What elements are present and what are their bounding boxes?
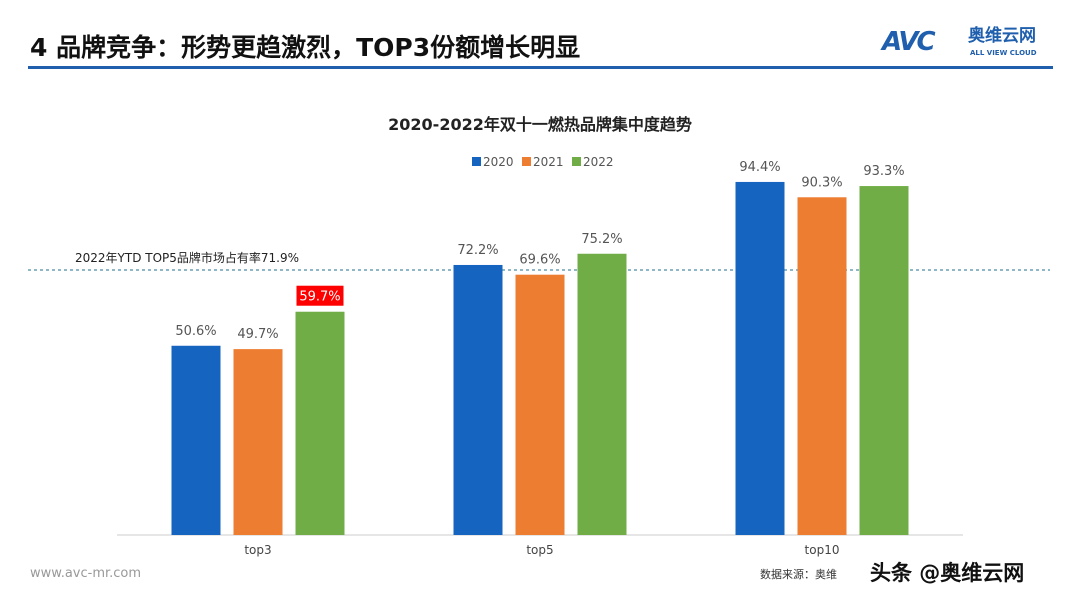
footer-url: www.avc-mr.com [30,566,142,581]
legend-swatch-2020 [472,157,481,166]
watermark-text: 头条 @奥维云网 [870,561,1025,585]
data-label-2022-top3: 59.7% [299,290,340,305]
bar-2020-top3 [171,345,221,535]
chart-title: 2020-2022年双十一燃热品牌集中度趋势 [388,115,692,134]
data-label-2020-top3: 50.6% [175,324,216,339]
data-label-2020-top10: 94.4% [739,160,780,175]
logo-cn: 奥维云网 [968,26,1036,46]
bar-2022-top10 [859,186,909,536]
x-tick-label-top5: top5 [526,543,553,557]
data-label-2021-top10: 90.3% [801,175,842,190]
x-tick-label-top10: top10 [805,543,840,557]
header-divider [28,66,1053,69]
legend-label-2021: 2021 [533,155,564,169]
data-label-2021-top5: 69.6% [519,253,560,268]
bar-2020-top10 [735,181,785,535]
bar-2022-top3 [295,311,345,535]
data-source: 数据来源：奥维 [760,568,837,581]
legend-swatch-2022 [572,157,581,166]
data-label-2020-top5: 72.2% [457,243,498,258]
data-label-2022-top10: 93.3% [863,164,904,179]
x-tick-label-top3: top3 [244,543,271,557]
bar-2021-top5 [515,274,565,535]
legend-label-2020: 2020 [483,155,514,169]
legend-swatch-2021 [522,157,531,166]
logo-en: ALL VIEW CLOUD [970,49,1037,57]
data-label-2022-top5: 75.2% [581,232,622,247]
bar-2020-top5 [453,264,503,535]
bar-2021-top3 [233,349,283,535]
data-label-highlight-bg [296,285,344,306]
legend-label-2022: 2022 [583,155,614,169]
data-label-2021-top3: 49.7% [237,327,278,342]
avc-logo: AVC 奥维云网 ALL VIEW CLOUD [882,26,1057,62]
bar-2021-top10 [797,197,847,535]
reference-line-label: 2022年YTD TOP5品牌市场占有率71.9% [75,250,299,265]
bar-2022-top5 [577,253,627,535]
logo-mark: AVC [882,27,936,57]
page-title: 4 品牌竞争：形势更趋激烈，TOP3份额增长明显 [30,33,581,62]
